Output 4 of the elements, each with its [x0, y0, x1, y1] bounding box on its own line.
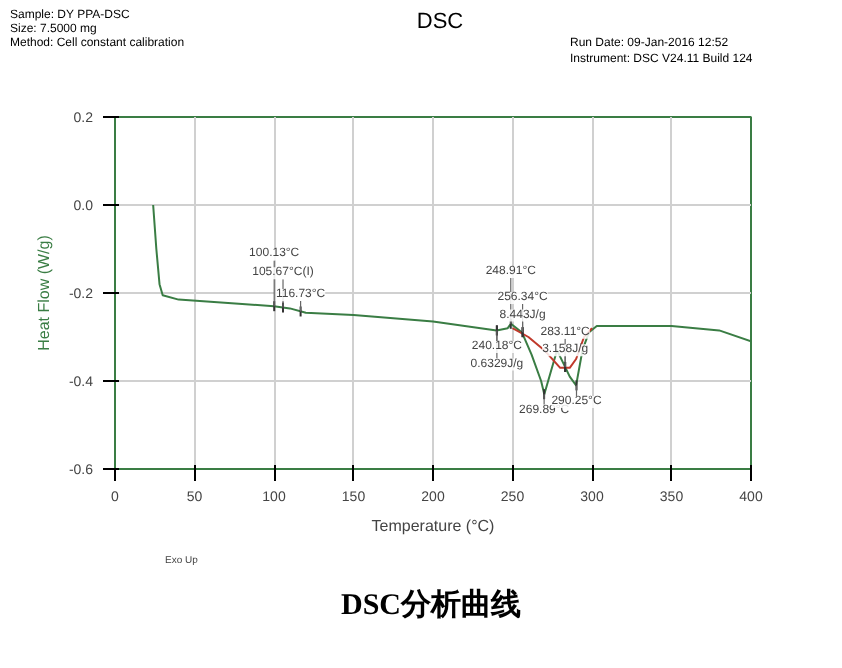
- text: DSC分析曲线: [340, 586, 521, 626]
- chart-title: DSC: [416, 10, 464, 37]
- y-axis-title: Heat Flow (W/g): [34, 234, 53, 351]
- x-axis-title: Temperature (°C): [371, 517, 496, 535]
